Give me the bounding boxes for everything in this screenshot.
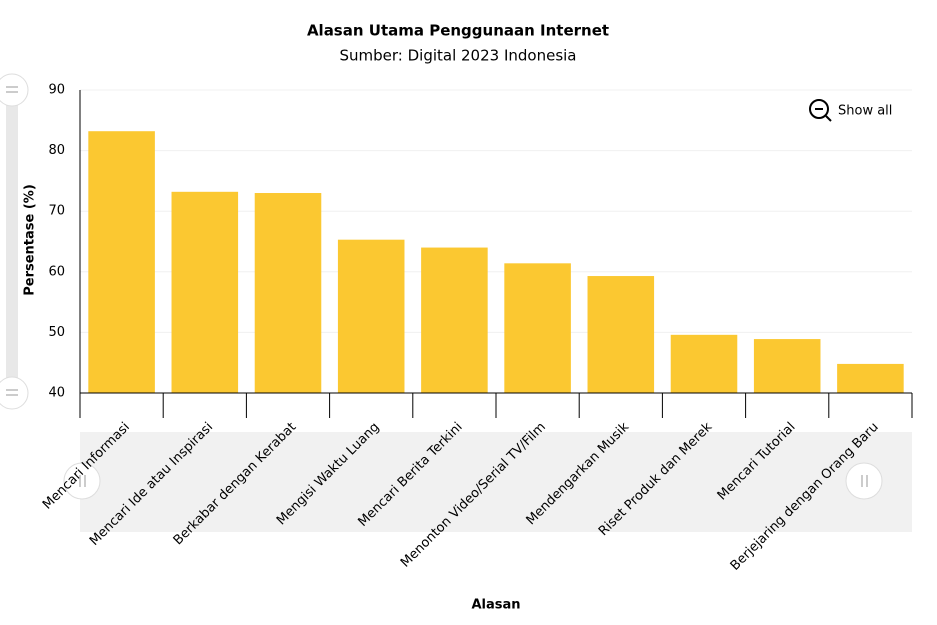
y-tick-label: 40 xyxy=(48,386,65,401)
bar xyxy=(337,239,405,393)
v-grip-bottom[interactable] xyxy=(0,376,29,410)
bar xyxy=(421,247,488,393)
chart-subtitle: Sumber: Digital 2023 Indonesia xyxy=(339,47,576,65)
v-scrollbar[interactable] xyxy=(6,88,18,394)
bar xyxy=(670,334,738,393)
y-axis-title: Persentase (%) xyxy=(23,184,38,296)
bar xyxy=(504,263,571,393)
bar xyxy=(753,339,821,393)
bar xyxy=(587,276,655,393)
bar xyxy=(254,193,322,393)
bar xyxy=(171,191,239,393)
h-scrollbar[interactable] xyxy=(80,432,912,532)
y-tick-label: 50 xyxy=(48,325,65,340)
bar xyxy=(837,363,904,393)
y-tick-label: 60 xyxy=(48,264,65,279)
y-tick-label: 80 xyxy=(48,143,65,158)
chart-title: Alasan Utama Penggunaan Internet xyxy=(307,22,609,40)
zoom-out-button[interactable]: Show all xyxy=(809,99,892,122)
v-grip-top[interactable] xyxy=(0,73,29,107)
y-tick-label: 90 xyxy=(48,83,65,98)
h-grip-left[interactable] xyxy=(63,462,101,500)
x-axis-title: Alasan xyxy=(471,598,520,613)
zoom-out-label[interactable]: Show all xyxy=(838,104,892,119)
h-grip-right[interactable] xyxy=(845,462,883,500)
y-tick-label: 70 xyxy=(48,204,65,219)
bar xyxy=(88,131,155,393)
